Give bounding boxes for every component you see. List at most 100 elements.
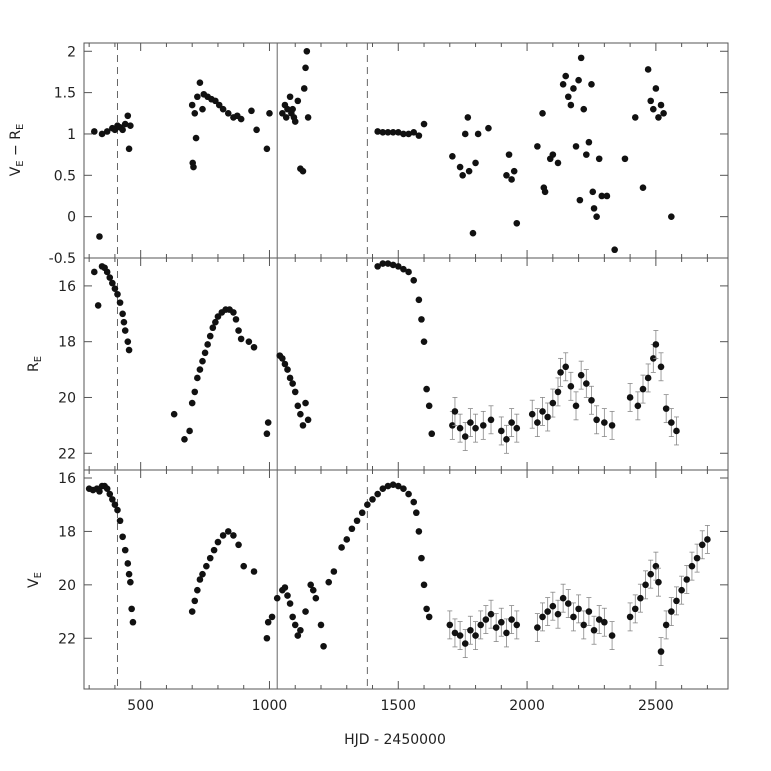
data-point-V — [330, 568, 338, 575]
data-point-R — [420, 338, 428, 345]
data-point-R — [487, 416, 495, 424]
data-point-color — [554, 159, 562, 167]
data-point-color — [199, 105, 206, 113]
data-point-R — [557, 369, 564, 376]
data-point-V — [595, 616, 603, 623]
data-point-R — [673, 427, 680, 435]
data-point-V — [492, 624, 500, 631]
data-point-color — [598, 192, 606, 200]
data-point-V — [273, 594, 281, 602]
data-point-R — [124, 338, 132, 345]
data-point-color — [657, 101, 665, 109]
data-point-R — [400, 265, 407, 273]
data-point-V — [379, 485, 387, 492]
x-tick-label: 1000 — [252, 698, 288, 714]
data-point-R — [121, 327, 129, 334]
data-point-R — [405, 268, 412, 276]
data-point-V — [446, 621, 454, 629]
data-point-V — [364, 501, 371, 509]
data-point-V — [111, 501, 119, 509]
reference-lines — [116, 43, 368, 689]
data-point-V — [698, 541, 706, 549]
data-point-color — [119, 126, 126, 134]
data-point-color — [284, 105, 291, 113]
data-point-R — [206, 332, 214, 340]
y-tick-label: 0 — [67, 210, 76, 226]
data-point-V — [128, 605, 135, 613]
data-point-R — [263, 430, 271, 438]
data-point-V — [544, 608, 551, 615]
y-tick-label: 22 — [58, 631, 76, 647]
data-point-V — [196, 576, 204, 583]
panel-frames — [83, 42, 729, 690]
data-point-color — [302, 64, 309, 72]
data-point-V — [109, 496, 116, 503]
data-point-V — [103, 485, 111, 492]
data-point-R — [423, 385, 430, 393]
data-point-color — [253, 126, 260, 134]
data-point-V — [580, 621, 588, 629]
data-point-R — [286, 374, 294, 382]
data-point-color — [559, 81, 567, 88]
data-point-R — [291, 388, 299, 396]
data-point-color — [572, 143, 580, 150]
data-point-color — [539, 109, 546, 117]
data-points — [85, 47, 711, 667]
data-point-color — [461, 130, 469, 138]
data-point-R — [250, 343, 258, 351]
data-point-color — [286, 93, 294, 101]
data-point-color — [647, 97, 655, 105]
data-point-V — [320, 642, 327, 650]
data-point-R — [472, 424, 479, 432]
data-point-color — [263, 145, 271, 153]
data-point-V — [575, 605, 582, 613]
data-point-V — [338, 544, 345, 551]
data-point-R — [449, 422, 456, 429]
data-point-V — [704, 536, 711, 543]
data-point-V — [284, 592, 291, 599]
data-point-R — [425, 402, 433, 410]
data-point-color — [576, 196, 584, 204]
data-point-V — [203, 562, 210, 570]
data-point-color — [282, 114, 290, 121]
data-point-color — [389, 129, 397, 136]
data-point-color — [649, 105, 657, 113]
data-point-R — [513, 424, 521, 432]
data-point-R — [394, 263, 402, 270]
data-point-color — [503, 172, 510, 179]
data-point-R — [479, 422, 487, 429]
data-point-V — [554, 610, 562, 618]
data-point-R — [116, 299, 124, 306]
data-point-R — [644, 374, 652, 382]
data-point-color — [215, 101, 223, 109]
data-point-R — [284, 366, 291, 373]
data-point-V — [325, 578, 333, 586]
data-point-color — [639, 184, 647, 192]
data-point-V — [498, 618, 505, 626]
data-point-R — [281, 360, 289, 368]
data-point-color — [508, 176, 515, 183]
data-point-color — [660, 109, 667, 117]
data-point-R — [634, 402, 642, 410]
data-point-V — [405, 490, 412, 498]
data-point-color — [631, 114, 639, 121]
data-point-R — [294, 402, 302, 410]
data-point-color — [194, 93, 201, 101]
x-tick-label: 1500 — [380, 698, 416, 714]
data-point-color — [294, 97, 302, 105]
y-tick-label: -0.5 — [49, 251, 76, 267]
data-point-color — [289, 105, 296, 113]
data-point-color — [400, 130, 407, 138]
data-point-color — [577, 54, 585, 62]
data-point-V — [693, 554, 701, 562]
data-point-V — [420, 581, 428, 589]
data-point-V — [683, 576, 691, 583]
data-point-color — [224, 109, 232, 117]
data-point-color — [541, 188, 549, 196]
data-point-color — [410, 129, 418, 136]
data-point-color — [564, 93, 572, 101]
data-point-V — [487, 610, 495, 618]
data-point-V — [467, 626, 474, 634]
data-point-V — [482, 616, 490, 623]
